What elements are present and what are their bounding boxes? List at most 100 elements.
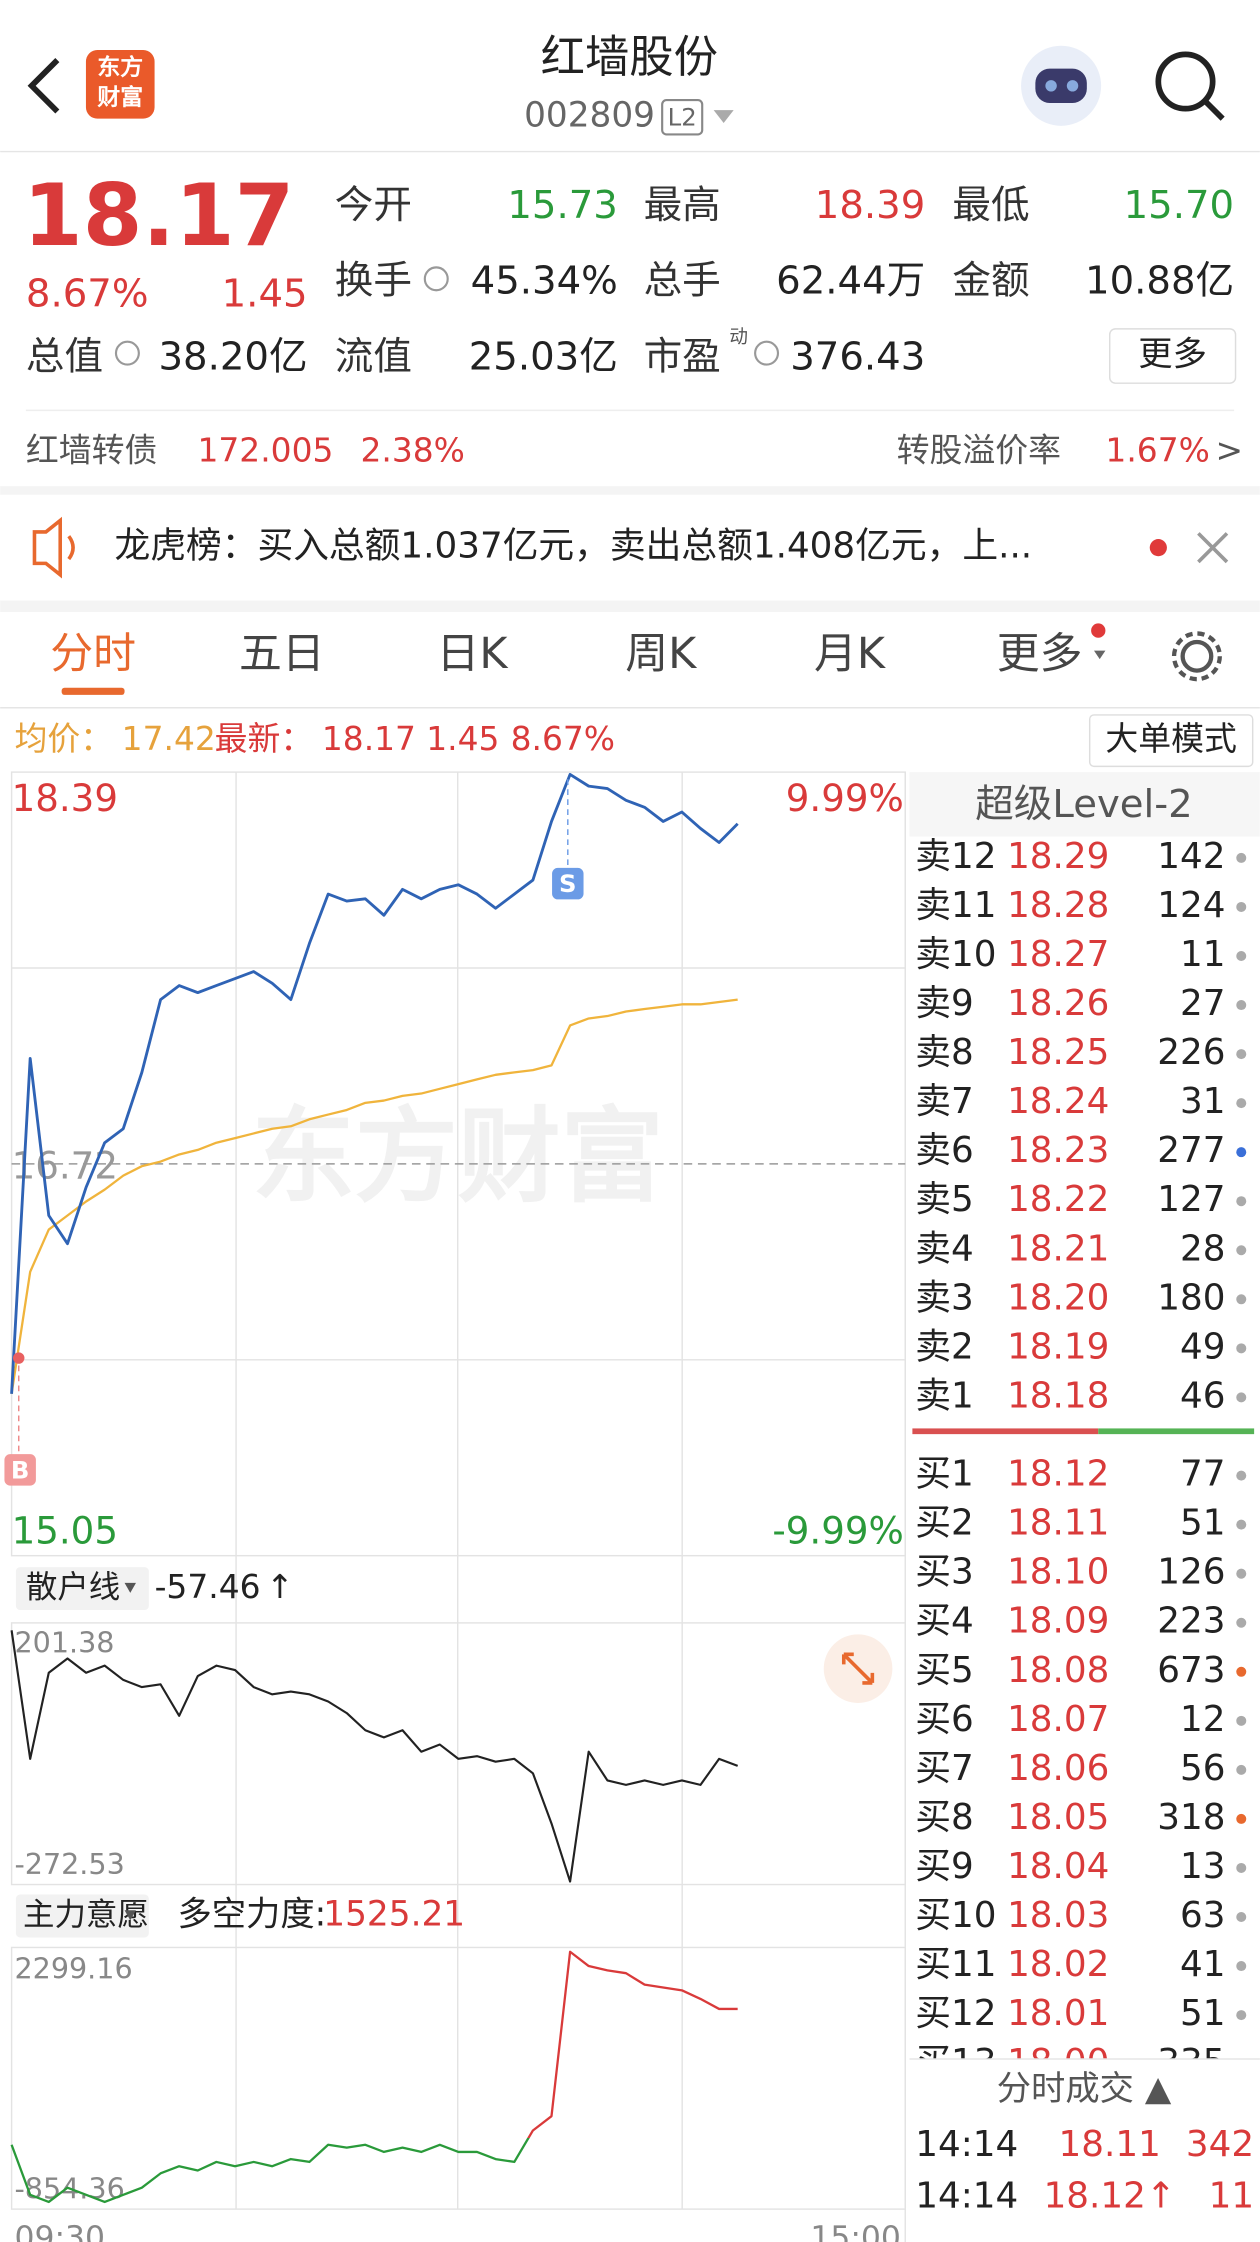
time-label: 15:00	[810, 2220, 901, 2242]
stat-value: 45.34%	[471, 259, 618, 304]
notice-text[interactable]: 龙虎榜：买入总额1.037亿元，卖出总额1.408亿元，上...	[115, 526, 1033, 567]
book-label: 卖5	[915, 1179, 973, 1220]
book-dot	[1236, 2010, 1247, 2021]
trade-volume: 342	[1186, 2124, 1254, 2165]
stat-value: 376.43	[790, 334, 925, 379]
trade-time: 14:14	[915, 2176, 1018, 2217]
stock-code: 002809	[524, 96, 655, 136]
open-dot	[13, 1352, 25, 1364]
book-price: 18.27	[1007, 934, 1109, 975]
buy-marker-text: B	[11, 1455, 30, 1484]
dropdown-arrow[interactable]	[713, 110, 734, 123]
stat-value: 38.20亿	[158, 334, 307, 379]
book-header	[909, 772, 1260, 837]
stat-label: 今开	[335, 183, 412, 228]
stat-value: 10.88亿	[1085, 259, 1234, 304]
book-volume: 31	[1180, 1081, 1225, 1122]
info-icon[interactable]	[114, 340, 140, 366]
book-label: 卖6	[915, 1130, 973, 1171]
power-label: 多空力度:	[177, 1894, 326, 1934]
book-price: 18.00	[1007, 2042, 1109, 2083]
search-icon[interactable]	[1155, 51, 1216, 112]
avg-label: 均价：	[14, 719, 113, 758]
watermark: 东方财富	[252, 1097, 664, 1217]
selector-arrow	[124, 1582, 136, 1593]
close-button[interactable]	[1197, 532, 1229, 564]
book-label: 卖12	[915, 836, 996, 877]
tab-bar: 分时 五日 日K 周K 月K 更多	[50, 629, 1082, 679]
back-button[interactable]	[27, 58, 60, 114]
book-volume: 51	[1180, 1503, 1225, 1544]
book-volume: 126	[1157, 1552, 1225, 1593]
settings-icon[interactable]	[1180, 639, 1214, 673]
info-icon[interactable]	[423, 266, 449, 292]
book-price: 18.28	[1007, 885, 1109, 926]
book-price: 18.03	[1007, 1895, 1109, 1936]
last-price: 18.17	[23, 166, 294, 266]
tab[interactable]: 分时	[50, 629, 136, 679]
book-label: 买2	[915, 1503, 973, 1544]
mainforce-selector[interactable]	[15, 1894, 149, 1938]
premium-arrow[interactable]: >	[1216, 430, 1244, 469]
price-line	[10, 772, 739, 1394]
bond-price: 172.005	[197, 430, 333, 469]
tab[interactable]: 月K	[814, 629, 887, 679]
tab[interactable]: 更多	[997, 629, 1083, 679]
change-value: 1.45	[426, 719, 499, 758]
stat-label: 总值	[26, 334, 103, 379]
book-dot	[1236, 1147, 1247, 1158]
trades-title[interactable]: 分时成交 ▲	[997, 2069, 1172, 2109]
stat-label: 市盈	[644, 334, 721, 379]
book-dot	[1236, 852, 1247, 863]
book-price: 18.26	[1007, 983, 1109, 1024]
book-volume: 11	[1180, 934, 1225, 975]
time-label: 09:30	[14, 2220, 105, 2242]
logo-text: 财富	[97, 84, 143, 111]
book-volume: 318	[1157, 1797, 1225, 1838]
mode-button[interactable]	[1088, 714, 1254, 768]
tab[interactable]: 五日	[239, 629, 325, 679]
book-price: 18.02	[1007, 1944, 1109, 1985]
bond-name[interactable]: 红墙转债	[26, 430, 158, 469]
stat-value: 15.73	[507, 183, 618, 228]
buy-bar	[1098, 1428, 1255, 1435]
retail-arrow: ↑	[266, 1567, 294, 1606]
book-price: 18.19	[1007, 1326, 1109, 1367]
book-volume: 180	[1157, 1277, 1225, 1318]
more-button[interactable]	[1108, 328, 1237, 384]
book-dot	[1236, 1666, 1247, 1677]
book-label: 买9	[915, 1846, 973, 1887]
book-label: 卖10	[915, 934, 996, 975]
book-volume: 12	[1180, 1699, 1225, 1740]
book-label: 买3	[915, 1552, 973, 1593]
tab[interactable]: 周K	[625, 629, 698, 679]
book-price: 18.11	[1007, 1503, 1109, 1544]
book-volume: 673	[1157, 1650, 1225, 1691]
pct-max: 9.99%	[786, 776, 904, 820]
tab[interactable]: 日K	[437, 629, 510, 679]
trades-panel	[909, 2058, 1260, 2242]
book-price: 18.12	[1007, 1454, 1109, 1495]
book-volume: 49	[1180, 1326, 1225, 1367]
stat-label: 流值	[335, 334, 412, 379]
selector-arrow	[124, 1910, 136, 1921]
buy-marker[interactable]	[4, 1454, 36, 1486]
book-dot	[1236, 1098, 1247, 1109]
retail-selector[interactable]	[15, 1567, 149, 1611]
info-icon[interactable]	[754, 340, 780, 366]
retail-line	[10, 1630, 739, 1883]
sell-marker[interactable]	[552, 867, 584, 900]
book-dot	[1236, 1715, 1247, 1726]
book-label: 卖3	[915, 1277, 973, 1318]
last-label: 最新：	[215, 719, 314, 758]
trades: 14:14 18.11 342 14:14 18.12↑ 11	[915, 2124, 1254, 2216]
chart-frame	[10, 771, 906, 2242]
book-label: 买4	[915, 1601, 973, 1642]
stat-value: 18.39	[815, 183, 926, 228]
book-label: 买8	[915, 1797, 973, 1838]
tab-dot	[1091, 623, 1106, 638]
stat-label: 最高	[644, 183, 721, 228]
logo[interactable]	[85, 50, 155, 119]
